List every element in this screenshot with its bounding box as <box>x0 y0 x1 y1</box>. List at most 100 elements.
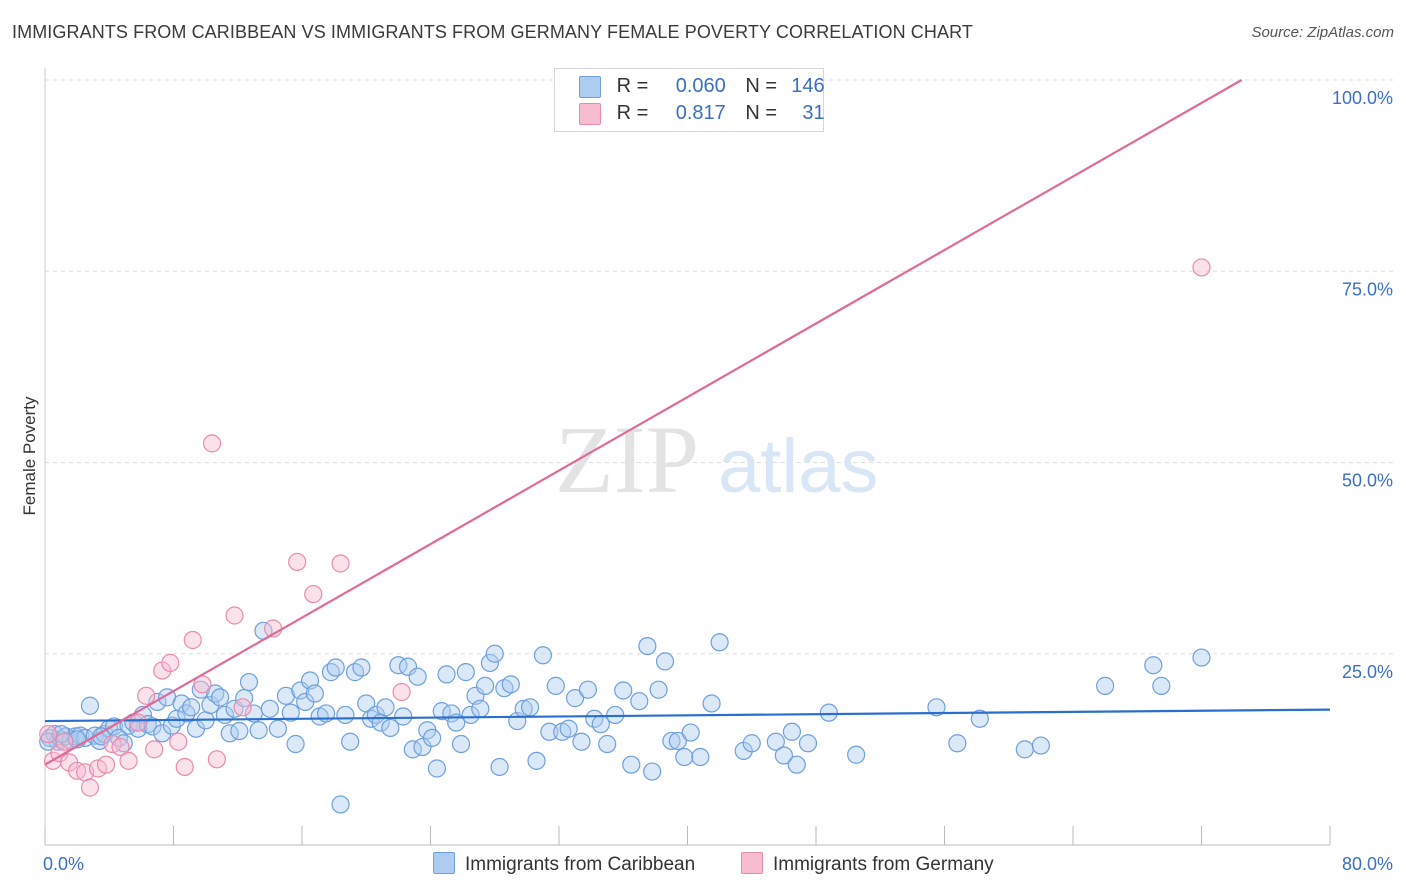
germany-point <box>111 737 130 757</box>
caribbean-point <box>456 663 475 682</box>
legend-r-label: R = <box>616 102 649 124</box>
legend-row-germany: R = 0.817 N = 31 <box>579 102 825 126</box>
bottom-legend-germany: Immigrants from Germany <box>741 852 994 876</box>
caribbean-point <box>210 688 230 707</box>
caribbean-point <box>345 663 365 682</box>
caribbean-point <box>201 695 220 715</box>
caribbean-point <box>675 747 694 767</box>
caribbean-point <box>1096 676 1115 695</box>
legend-r-label: R = <box>616 75 649 97</box>
watermark-atlas: atlas <box>718 424 879 509</box>
caribbean-point <box>1152 676 1171 695</box>
caribbean-point <box>798 734 818 753</box>
caribbean-point <box>546 676 565 695</box>
germany-point <box>183 630 202 650</box>
germany-point <box>50 744 69 763</box>
caribbean-point <box>614 681 633 700</box>
y-axis-label: Female Poverty <box>20 396 39 516</box>
caribbean-point <box>533 646 553 665</box>
bottom-legend-label-germany: Immigrants from Germany <box>773 854 994 875</box>
caribbean-point <box>239 672 259 692</box>
germany-point <box>145 740 164 759</box>
caribbean-point <box>177 704 196 723</box>
caribbean-point <box>638 636 657 656</box>
caribbean-point <box>662 731 681 751</box>
bottom-legend-swatch-caribbean <box>433 852 455 874</box>
caribbean-point <box>847 745 866 764</box>
caribbean-point <box>774 746 793 765</box>
caribbean-point <box>80 696 100 715</box>
trend-line-germany <box>44 79 1243 766</box>
axes <box>44 68 1331 846</box>
y-tick-label-25: 25.0% <box>1342 662 1393 682</box>
caribbean-point <box>381 718 400 738</box>
trend-lines <box>44 79 1331 766</box>
caribbean-point <box>766 732 785 751</box>
x-tick-label-max: 80.0% <box>1342 854 1393 874</box>
legend-n-value: 146 <box>791 75 825 97</box>
caribbean-point <box>782 722 802 741</box>
caribbean-point <box>572 732 591 751</box>
bottom-legend-swatch-germany <box>741 852 763 874</box>
trend-line-caribbean <box>44 708 1331 723</box>
legend-swatch-caribbean <box>579 75 601 98</box>
legend-r-value: 0.817 <box>675 102 726 124</box>
caribbean-point <box>182 698 201 717</box>
caribbean-point <box>1192 648 1211 667</box>
grid-lines <box>45 79 1395 655</box>
caribbean-point <box>476 676 495 695</box>
germany-point <box>207 750 226 769</box>
caribbean-point <box>423 728 442 748</box>
caribbean-point <box>702 694 721 713</box>
caribbean-point <box>143 717 162 736</box>
caribbean-point <box>787 755 806 774</box>
caribbean-point <box>1015 740 1034 759</box>
legend-row-caribbean: R = 0.060 N = 146 <box>579 75 825 99</box>
legend-r-value: 0.060 <box>675 75 726 97</box>
caribbean-point <box>527 751 546 770</box>
y-tick-label-75: 75.0% <box>1342 279 1393 299</box>
germany-point <box>80 778 100 797</box>
germany-point <box>233 698 252 717</box>
germany-point <box>175 757 194 777</box>
caribbean-point <box>260 699 279 718</box>
caribbean-point <box>461 705 480 725</box>
y-tick-label-50: 50.0% <box>1342 471 1393 491</box>
germany-point <box>288 552 307 572</box>
caribbean-point <box>578 680 598 699</box>
bottom-legend-label-caribbean: Immigrants from Caribbean <box>465 854 696 875</box>
caribbean-point <box>927 698 946 717</box>
caribbean-point <box>490 757 509 777</box>
caribbean-point <box>655 652 675 671</box>
caribbean-point <box>520 698 540 717</box>
caribbean-point <box>485 644 504 663</box>
caribbean-point <box>331 795 350 814</box>
caribbean-point <box>970 709 989 728</box>
caribbean-point <box>230 721 249 741</box>
caribbean-point <box>681 723 700 742</box>
caribbean-point <box>501 675 520 694</box>
caribbean-point <box>172 694 191 713</box>
germany-point <box>202 434 222 453</box>
caribbean-point <box>413 737 432 757</box>
caribbean-point <box>286 734 305 754</box>
caribbean-point <box>376 698 395 717</box>
x-tick-label-min: 0.0% <box>43 854 84 874</box>
germany-point <box>96 755 116 774</box>
caribbean-point <box>540 722 559 741</box>
caribbean-point <box>630 692 649 711</box>
caribbean-point <box>742 734 761 753</box>
caribbean-point <box>1144 656 1163 675</box>
germany-point <box>304 584 323 604</box>
caribbean-point <box>305 684 324 703</box>
caribbean-point <box>408 667 427 686</box>
germany-point <box>392 682 411 702</box>
caribbean-point <box>341 732 360 751</box>
germany-point <box>39 724 58 744</box>
caribbean-point <box>622 755 641 774</box>
caribbean-point <box>268 719 288 738</box>
germany-point <box>129 713 148 732</box>
caribbean-point <box>819 703 838 722</box>
caribbean-point <box>1031 736 1050 755</box>
legend-swatch-germany <box>579 102 601 125</box>
